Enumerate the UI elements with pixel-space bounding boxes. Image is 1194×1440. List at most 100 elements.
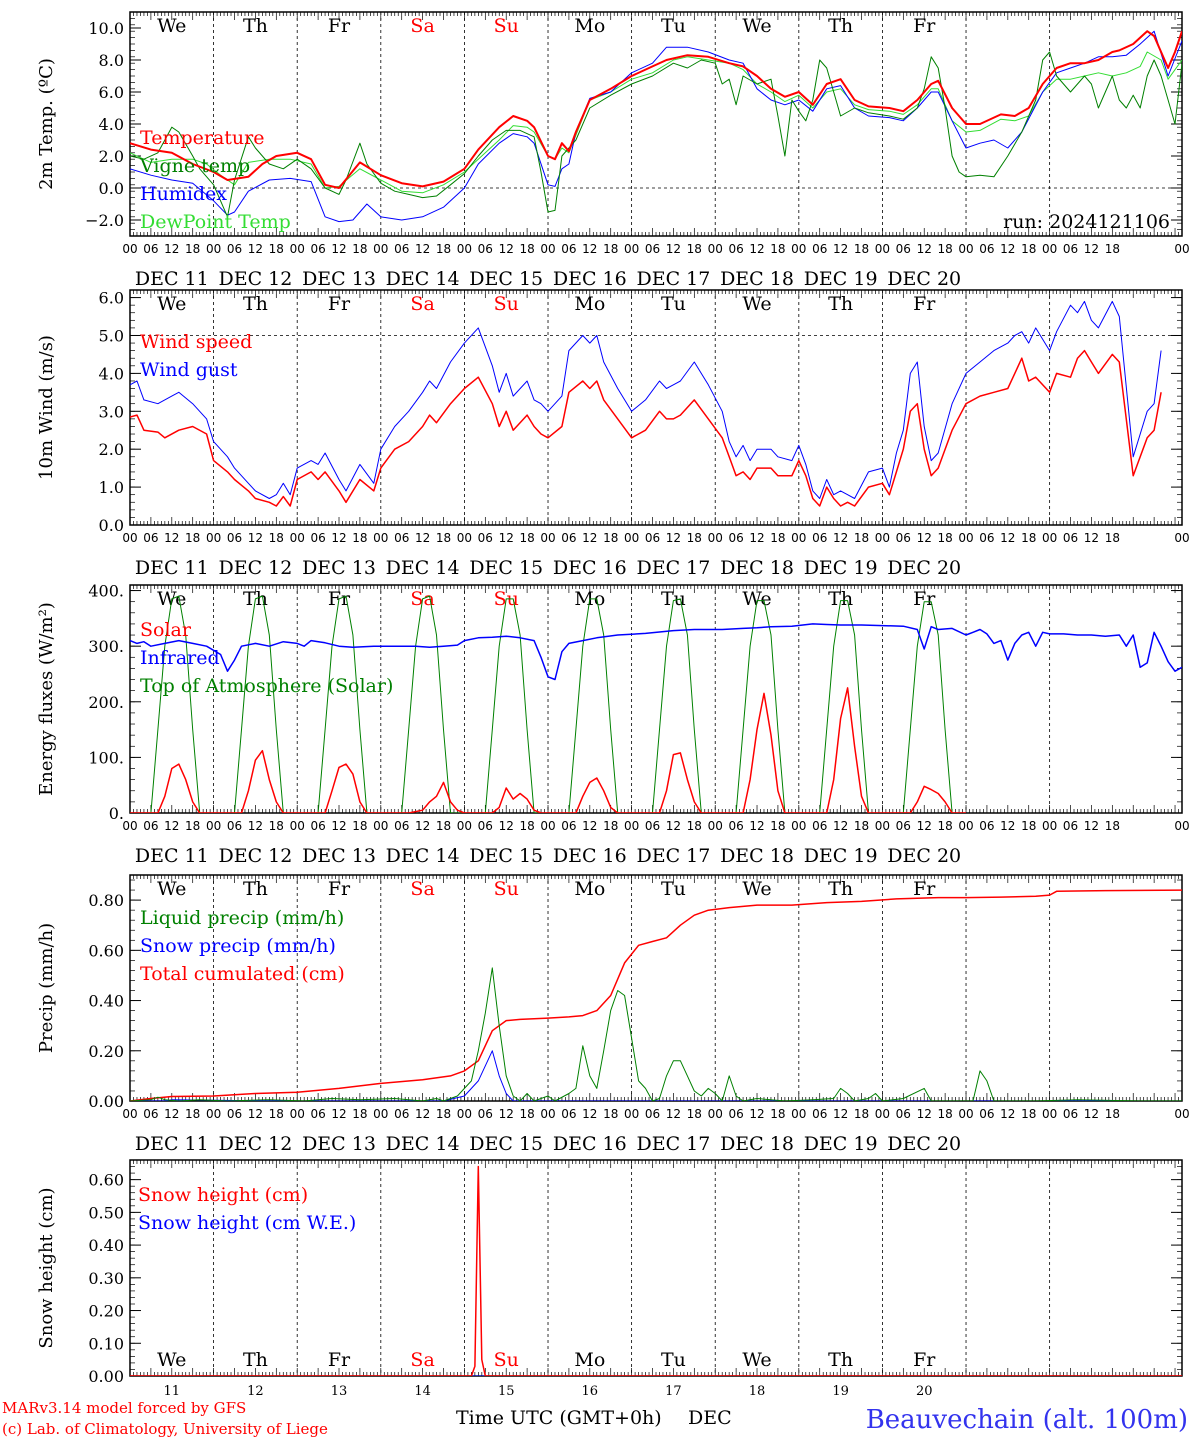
weekday-label: Su <box>494 15 519 37</box>
date-label: DEC 12 <box>218 1133 292 1155</box>
hour-label: 12 <box>248 242 263 256</box>
hour-label: 18 <box>185 242 200 256</box>
y-tick-label: 0.00 <box>88 1092 124 1111</box>
hour-label: 12 <box>1084 531 1099 545</box>
hour-label: 12 <box>1000 819 1015 833</box>
hour-label: 18 <box>854 1107 869 1121</box>
hour-label: 18 <box>937 531 952 545</box>
y-tick-label: 2.0 <box>99 147 124 166</box>
date-label: DEC 17 <box>636 268 710 290</box>
y-tick-label: 100. <box>88 748 124 767</box>
y-tick-label: 0.30 <box>88 1269 124 1288</box>
date-label: DEC 11 <box>135 1133 209 1155</box>
hour-label: 06 <box>310 531 325 545</box>
date-label: DEC 12 <box>218 557 292 579</box>
series-line-top-of-atmosphere-solar- <box>130 595 966 813</box>
hour-label: 12 <box>164 242 179 256</box>
hour-label: 06 <box>896 242 911 256</box>
series-group <box>130 595 1182 813</box>
hour-label: 00 <box>290 531 305 545</box>
hour-label: 12 <box>164 819 179 833</box>
hour-label: 18 <box>352 242 367 256</box>
weekday-label: Fr <box>328 878 351 900</box>
hour-label: 06 <box>1063 242 1078 256</box>
hour-label: 12 <box>1000 242 1015 256</box>
hour-label: 06 <box>227 531 242 545</box>
hour-label: 06 <box>310 242 325 256</box>
hour-label: 12 <box>749 819 764 833</box>
weekday-label: Mo <box>574 15 605 37</box>
date-label: DEC 15 <box>469 845 543 867</box>
hour-label: 06 <box>645 531 660 545</box>
weekday-label: Fr <box>328 293 351 315</box>
hour-label: 06 <box>394 242 409 256</box>
hour-label: 18 <box>770 242 785 256</box>
day-number-label: 18 <box>749 1384 766 1399</box>
hour-label: 06 <box>143 242 158 256</box>
hour-label: 18 <box>1021 819 1036 833</box>
hour-label: 18 <box>1105 1107 1120 1121</box>
date-label: DEC 16 <box>553 557 627 579</box>
legend-entry: Wind speed <box>140 331 252 353</box>
hour-label: 06 <box>394 531 409 545</box>
date-label: DEC 11 <box>135 557 209 579</box>
series-group <box>130 889 1182 1101</box>
weekday-label: Th <box>828 1349 853 1371</box>
weekday-label: Th <box>243 1349 268 1371</box>
hour-label: 18 <box>937 1107 952 1121</box>
date-label: DEC 20 <box>887 557 961 579</box>
weekday-label: We <box>157 878 186 900</box>
weekday-label: Fr <box>913 293 936 315</box>
hour-label: 18 <box>436 242 451 256</box>
hour-label: 18 <box>436 819 451 833</box>
hour-label: 12 <box>749 1107 764 1121</box>
hour-label: 12 <box>499 242 514 256</box>
station-label: Beauvechain (alt. 100m) <box>866 1405 1188 1435</box>
hour-label: 12 <box>917 1107 932 1121</box>
weekday-label: We <box>742 293 771 315</box>
weekday-label: Tu <box>661 293 686 315</box>
date-label: DEC 13 <box>302 1133 376 1155</box>
hour-label: 18 <box>436 1107 451 1121</box>
hour-label: 12 <box>499 1107 514 1121</box>
weekday-label: We <box>157 15 186 37</box>
day-number-label: 11 <box>164 1384 181 1399</box>
series-line-dewpoint-temp <box>130 51 1182 194</box>
hour-label: 06 <box>478 819 493 833</box>
y-tick-label: 2.0 <box>99 440 124 459</box>
hour-label: 12 <box>917 531 932 545</box>
hour-label: 06 <box>1063 531 1078 545</box>
hour-label: 12 <box>582 819 597 833</box>
hour-label: 12 <box>917 819 932 833</box>
hour-label: 00 <box>373 1107 388 1121</box>
hour-label: 06 <box>979 242 994 256</box>
weekday-label: Tu <box>661 1349 686 1371</box>
hour-label: 12 <box>833 819 848 833</box>
hour-label: 18 <box>352 531 367 545</box>
day-number-label: 15 <box>498 1384 515 1399</box>
hour-label: 06 <box>979 819 994 833</box>
legend-entry: Snow precip (mm/h) <box>140 935 336 957</box>
hour-label: 06 <box>478 1107 493 1121</box>
legend-entry: Top of Atmosphere (Solar) <box>140 675 393 697</box>
date-label: DEC 19 <box>804 268 878 290</box>
hour-label: 00 <box>875 242 890 256</box>
series-group <box>130 30 1182 223</box>
date-label: DEC 14 <box>386 268 460 290</box>
date-label: DEC 11 <box>135 845 209 867</box>
date-label: DEC 12 <box>218 845 292 867</box>
y-axis-label: 10m Wind (m/s) <box>36 335 57 480</box>
x-axis-label: Time UTC (GMT+0h) <box>456 1407 662 1429</box>
hour-label: 06 <box>1063 819 1078 833</box>
y-tick-label: 0.40 <box>88 992 124 1011</box>
hour-label: 18 <box>269 531 284 545</box>
weekday-label: Tu <box>661 878 686 900</box>
hour-label: 00 <box>708 1107 723 1121</box>
y-tick-label: 1.0 <box>99 478 124 497</box>
hour-label: 00 <box>958 1107 973 1121</box>
hour-label: 18 <box>1105 819 1120 833</box>
hour-label: 06 <box>478 242 493 256</box>
hour-label: 12 <box>248 819 263 833</box>
hour-label: 00 <box>1174 1107 1189 1121</box>
weekday-label: We <box>742 878 771 900</box>
